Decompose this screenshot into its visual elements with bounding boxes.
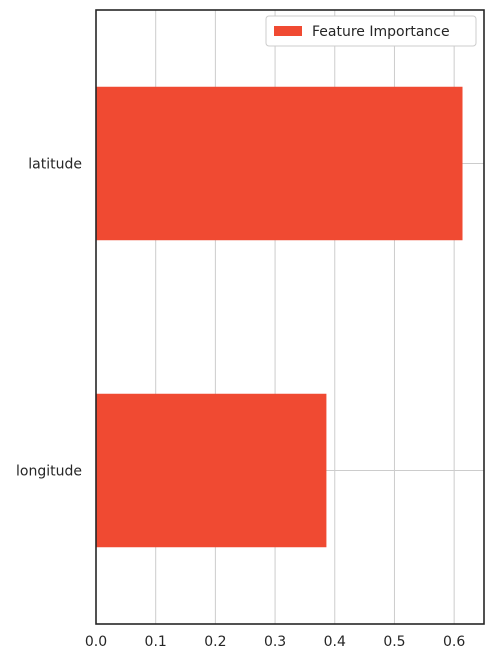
x-tick-label: 0.5 xyxy=(383,634,405,650)
legend-box xyxy=(265,15,477,47)
legend: Feature Importance xyxy=(265,15,477,47)
x-tick-label: 0.1 xyxy=(145,634,167,650)
bars xyxy=(96,86,463,548)
bar-latitude xyxy=(96,86,463,241)
bar-longitude xyxy=(96,393,327,548)
y-tick-label: longitude xyxy=(16,464,82,480)
plot-frame xyxy=(95,9,485,625)
x-tick-label: 0.0 xyxy=(85,634,107,650)
y-tick-labels: longitude latitude xyxy=(16,157,82,480)
x-tick-label: 0.2 xyxy=(204,634,226,650)
legend-label: Feature Importance xyxy=(312,24,450,40)
x-tick-label: 0.3 xyxy=(264,634,286,650)
x-tick-label: 0.4 xyxy=(324,634,346,650)
y-tick-label: latitude xyxy=(28,157,82,173)
x-tick-label: 0.6 xyxy=(443,634,465,650)
legend-swatch xyxy=(274,26,302,36)
x-tick-labels: 0.0 0.1 0.2 0.3 0.4 0.5 0.6 xyxy=(85,634,466,650)
